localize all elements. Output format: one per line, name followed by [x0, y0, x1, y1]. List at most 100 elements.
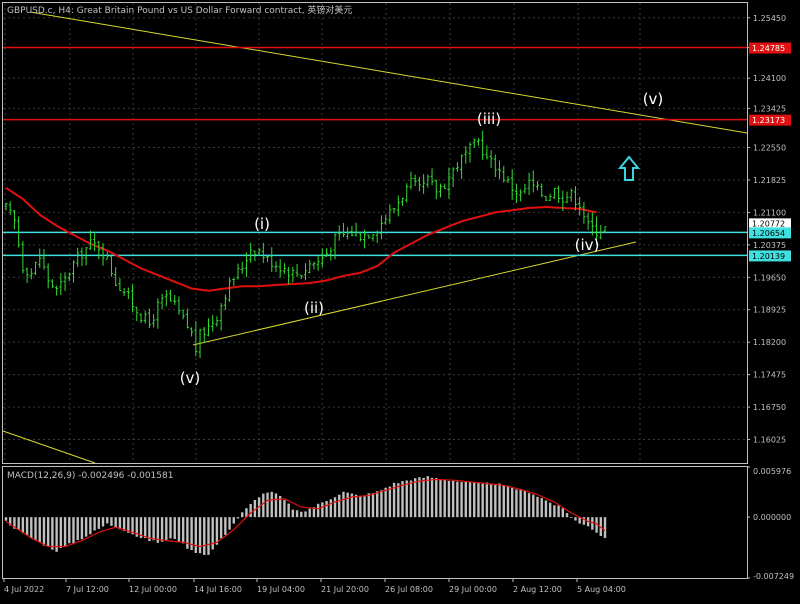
- macd-histogram-bar: [63, 517, 67, 547]
- macd-histogram-bar: [106, 517, 109, 524]
- macd-indicator: [4, 476, 607, 555]
- macd-histogram-bar: [316, 503, 320, 518]
- time-tick-label: 7 Jul 12:00: [66, 585, 109, 594]
- macd-histogram-bar: [72, 517, 75, 544]
- macd-histogram-bar: [76, 517, 79, 541]
- macd-histogram-bar: [477, 482, 480, 518]
- support-trendline[interactable]: [192, 241, 637, 346]
- macd-histogram-bar: [333, 497, 337, 518]
- horizontal-levels[interactable]: [3, 46, 747, 257]
- macd-histogram-bar: [215, 517, 219, 545]
- time-tick-label: 26 Jul 08:00: [385, 585, 433, 594]
- macd-histogram-bar: [451, 480, 455, 518]
- macd-histogram-bar: [68, 517, 71, 544]
- macd-histogram-bar: [350, 493, 354, 518]
- macd-histogram-bar: [388, 486, 392, 518]
- macd-histogram-bar: [468, 482, 472, 518]
- macd-histogram-bar: [506, 485, 510, 518]
- macd-histogram-bar: [498, 483, 501, 518]
- macd-histogram-bar: [401, 481, 404, 518]
- macd-histogram-bar: [253, 500, 257, 518]
- time-tick-label: 14 Jul 16:00: [194, 585, 242, 594]
- wave-label[interactable]: (i): [254, 215, 270, 233]
- price-level-tag-text: 1.20139: [752, 252, 785, 261]
- macd-histogram-bar: [59, 517, 63, 548]
- macd-histogram-bar: [439, 479, 442, 518]
- macd-histogram-bar: [519, 488, 522, 518]
- time-tick-label: 29 Jul 00:00: [449, 585, 497, 594]
- macd-histogram-bar: [211, 517, 214, 550]
- time-tick-label: 4 Jul 2022: [4, 585, 44, 594]
- macd-histogram-bar: [570, 517, 573, 518]
- macd-histogram-bar: [376, 491, 379, 518]
- price-tick-label: 1.18925: [753, 306, 786, 315]
- macd-histogram-bar: [232, 517, 235, 524]
- macd-histogram-bar: [443, 479, 446, 518]
- macd-histogram-bar: [97, 517, 101, 529]
- macd-histogram-bar: [338, 494, 341, 518]
- macd-histogram-bar: [245, 508, 248, 518]
- macd-histogram-bar: [422, 477, 425, 518]
- macd-histogram-bar: [329, 499, 333, 518]
- price-level-tag-text: 1.24785: [752, 44, 785, 53]
- macd-histogram-bar: [384, 487, 387, 518]
- time-tick-label: 12 Jul 00:00: [129, 585, 177, 594]
- wave-label[interactable]: (ii): [304, 299, 324, 317]
- price-level-tag-text: 1.20654: [752, 229, 785, 238]
- macd-histogram-bar: [219, 517, 223, 539]
- resistance-trendline[interactable]: [29, 11, 748, 134]
- macd-histogram-bar: [397, 483, 400, 518]
- macd-histogram-bar: [278, 495, 282, 518]
- wave-label[interactable]: (iii): [477, 110, 501, 128]
- macd-histogram-bar: [603, 517, 607, 538]
- macd-histogram-bar: [308, 508, 311, 518]
- wave-label[interactable]: (iv): [575, 236, 600, 254]
- macd-histogram-bar: [177, 517, 181, 543]
- lower-trendline[interactable]: [2, 430, 96, 464]
- macd-histogram-bar: [131, 517, 134, 535]
- wave-labels[interactable]: (v) (i) (ii) (iii) (iv) (v): [180, 90, 664, 387]
- macd-histogram-bar: [270, 491, 273, 518]
- price-tick-label: 1.21100: [753, 208, 786, 217]
- macd-histogram-bar: [203, 517, 206, 555]
- macd-histogram-bar: [553, 505, 556, 518]
- macd-histogram-bar: [561, 508, 565, 518]
- up-arrow-icon[interactable]: [617, 155, 641, 181]
- macd-histogram-bar: [456, 481, 459, 518]
- macd-histogram-bar: [186, 517, 189, 549]
- price-tick-label: 1.16025: [753, 436, 786, 445]
- macd-histogram-bar: [21, 517, 25, 534]
- macd-histogram-bar: [249, 503, 252, 518]
- wave-label[interactable]: (v): [180, 369, 201, 387]
- macd-histogram-bar: [325, 501, 328, 518]
- macd-histogram-bar: [84, 517, 88, 537]
- macd-histogram-bar: [181, 517, 185, 544]
- macd-histogram-bar: [13, 517, 16, 529]
- price-level-tag-secondary-text: 1.20772: [752, 219, 785, 228]
- macd-histogram-bar: [435, 477, 438, 518]
- macd-histogram-bar: [165, 517, 168, 540]
- macd-histogram-bar: [565, 513, 569, 518]
- macd-histogram-bar: [9, 517, 12, 526]
- macd-histogram-bar: [367, 493, 370, 518]
- price-level-tag: [749, 227, 791, 239]
- macd-axis: 0.005976 0.000000 -0.007249: [747, 466, 794, 581]
- macd-histogram-bar: [544, 500, 548, 518]
- macd-histogram-bar: [101, 517, 105, 527]
- time-axis: 4 Jul 2022 7 Jul 12:00 12 Jul 00:00 14 Jul …: [3, 578, 626, 594]
- macd-histogram-bar: [595, 517, 598, 533]
- macd-histogram-bar: [262, 493, 265, 518]
- price-tick-label: 1.23425: [753, 104, 786, 113]
- macd-histogram-bar: [287, 503, 290, 518]
- macd-histogram-bar: [198, 517, 202, 554]
- macd-histogram-bar: [194, 517, 198, 553]
- macd-histogram-bar: [4, 517, 8, 521]
- wave-label[interactable]: (v): [643, 90, 664, 108]
- macd-histogram-bar: [89, 517, 92, 535]
- macd-histogram-bar: [363, 496, 366, 518]
- macd-histogram-bar: [574, 517, 577, 521]
- macd-tick-label: 0.005976: [753, 467, 791, 476]
